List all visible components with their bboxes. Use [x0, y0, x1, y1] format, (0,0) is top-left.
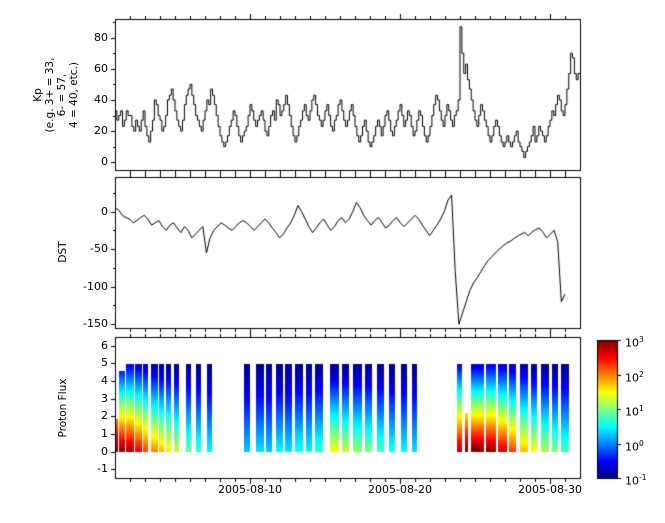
- y-tick-label: 60: [94, 61, 108, 75]
- colorbar-tick-label: 102: [625, 369, 644, 385]
- y-tick-label: 5: [101, 356, 108, 370]
- x-tick-label: 2005-08-10: [218, 483, 282, 496]
- y-tick-label: 6: [101, 338, 108, 352]
- y-tick-label: 0: [101, 155, 108, 169]
- y-tick-label: 40: [94, 92, 108, 106]
- x-tick-label: 2005-08-20: [368, 483, 432, 496]
- y-tick-label: 3: [101, 391, 108, 405]
- colorbar-tick-label: 103: [625, 334, 644, 350]
- y-tick-label: -1: [97, 462, 108, 476]
- y-tick-label: -150: [83, 317, 108, 331]
- y-tick-label: 4: [101, 374, 108, 388]
- x-tick-label: 2005-08-30: [518, 483, 582, 496]
- y-tick-label: 80: [94, 30, 108, 44]
- colorbar-tick-label: 100: [625, 438, 644, 454]
- y-tick-label: 0: [101, 444, 108, 458]
- colorbar-tick-label: 10-1: [625, 472, 647, 488]
- y-tick-label: 20: [94, 124, 108, 138]
- y-tick-label: 2: [101, 409, 108, 423]
- y-tick-label: -50: [90, 242, 108, 256]
- y-tick-label: 1: [101, 426, 108, 440]
- colorbar-tick-label: 101: [625, 403, 644, 419]
- y-tick-label: -100: [83, 279, 108, 293]
- y-tick-label: 0: [101, 204, 108, 218]
